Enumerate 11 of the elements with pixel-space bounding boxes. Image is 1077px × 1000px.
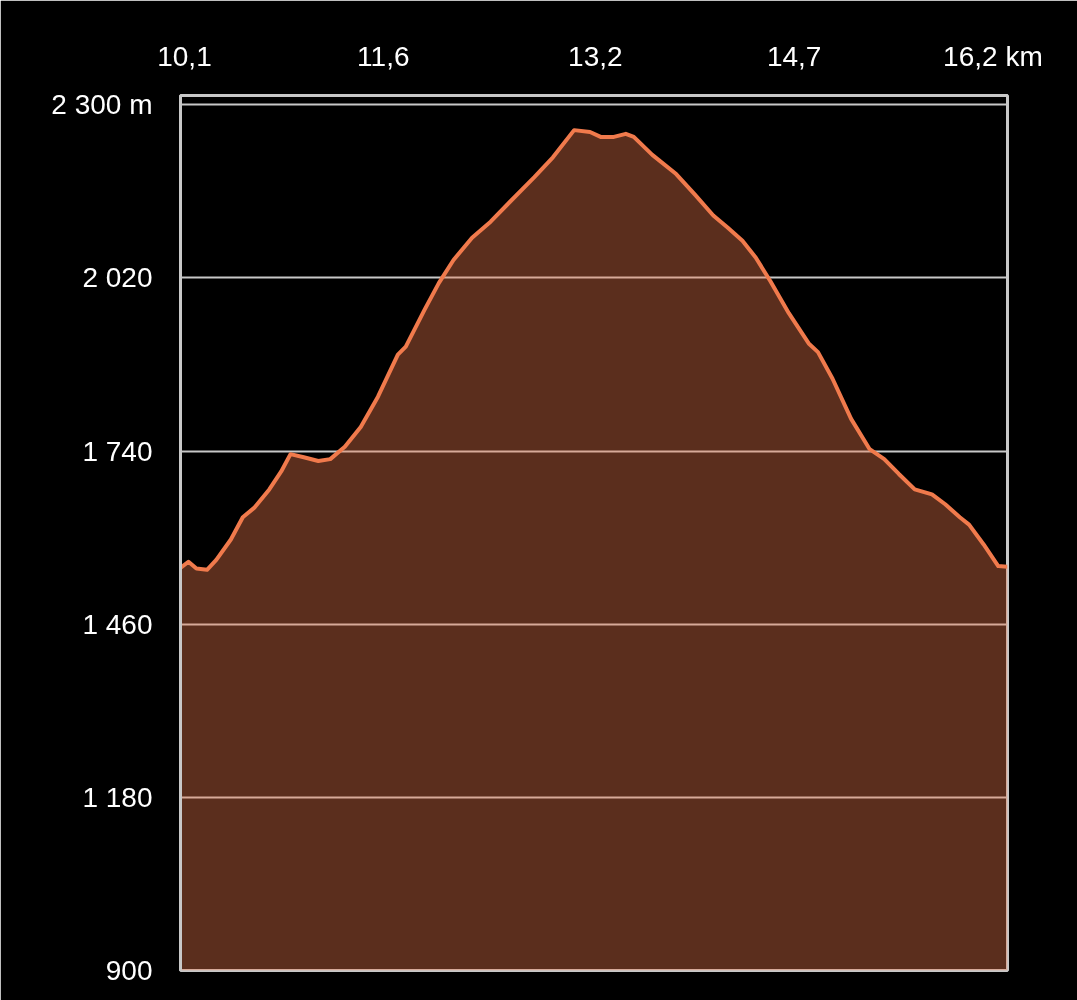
y-tick-label: 2 020 — [82, 262, 153, 294]
y-tick-label: 1 180 — [82, 781, 153, 813]
y-tick-label: 1 460 — [82, 608, 153, 640]
x-tick-label: 13,2 — [568, 40, 623, 72]
x-tick-label: 10,1 — [157, 40, 212, 72]
x-tick-label: 14,7 — [766, 40, 822, 72]
x-tick-label: 16,2 km — [943, 40, 1043, 72]
y-tick-label: 1 740 — [82, 435, 153, 467]
y-tick-label: 2 300 m — [51, 89, 153, 121]
x-tick-label: 11,6 — [357, 40, 410, 72]
y-tick-label: 900 — [105, 955, 153, 986]
